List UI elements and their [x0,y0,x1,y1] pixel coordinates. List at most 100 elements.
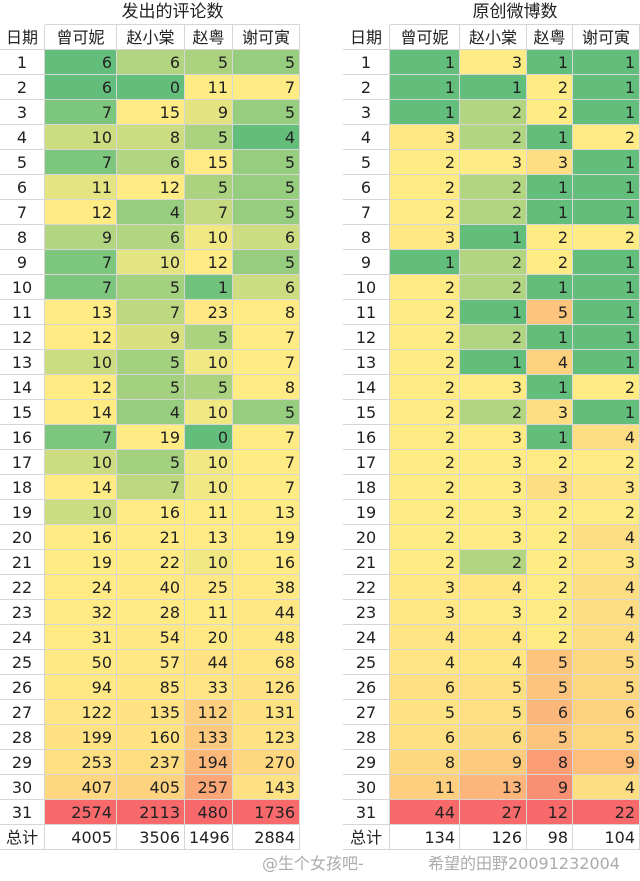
heat-cell: 131 [233,700,300,725]
date-cell: 21 [0,550,45,575]
heat-cell: 2 [527,450,573,475]
date-cell: 28 [0,725,45,750]
date-cell: 6 [0,175,45,200]
heat-cell: 3 [527,475,573,500]
heat-cell: 0 [185,425,233,450]
date-cell: 3 [0,100,45,125]
heat-cell: 5 [117,350,185,375]
heat-cell: 9 [185,100,233,125]
heat-cell: 257 [185,775,233,800]
heat-cell: 25 [185,575,233,600]
heat-cell: 3 [573,475,640,500]
heat-cell: 33 [185,675,233,700]
heat-cell: 11 [185,75,233,100]
heat-cell: 2 [527,500,573,525]
heat-cell: 22 [117,550,185,575]
heat-cell: 6 [233,275,300,300]
heat-cell: 16 [45,525,117,550]
heat-cell: 44 [233,600,300,625]
date-cell: 31 [0,800,45,825]
heat-cell: 14 [45,475,117,500]
heat-cell: 14 [45,400,117,425]
date-cell: 10 [343,275,390,300]
heat-cell: 2 [460,100,527,125]
column-header: 曾可妮 [45,25,117,50]
heat-cell: 4 [573,625,640,650]
heat-cell: 2 [460,550,527,575]
date-cell: 18 [0,475,45,500]
heat-cell: 8 [233,375,300,400]
heat-cell: 44 [390,800,460,825]
heat-cell: 4 [233,125,300,150]
date-cell: 5 [343,150,390,175]
date-cell: 5 [0,150,45,175]
heat-cell: 19 [117,425,185,450]
heat-cell: 7 [45,250,117,275]
heat-cell: 16 [233,550,300,575]
heat-cell: 10 [185,450,233,475]
heat-cell: 12 [45,200,117,225]
heat-cell: 2 [390,475,460,500]
heat-cell: 1 [527,125,573,150]
date-cell: 11 [0,300,45,325]
heat-cell: 5 [233,400,300,425]
heat-cell: 1 [390,50,460,75]
heat-cell: 2 [390,500,460,525]
heat-cell: 8 [117,125,185,150]
heat-cell: 5 [117,375,185,400]
heat-cell: 10 [185,475,233,500]
heat-cell: 9 [527,775,573,800]
heat-cell: 3 [390,125,460,150]
heat-cell: 3 [527,400,573,425]
heat-cell: 57 [117,650,185,675]
heat-cell: 5 [573,725,640,750]
heat-cell: 5 [573,675,640,700]
heat-cell: 480 [185,800,233,825]
heat-cell: 1 [573,400,640,425]
heat-cell: 8 [527,750,573,775]
heat-cell: 4 [460,575,527,600]
heat-cell: 4 [573,600,640,625]
date-cell: 11 [343,300,390,325]
heat-cell: 2 [573,500,640,525]
heat-cell: 2 [527,250,573,275]
heat-cell: 12 [185,250,233,275]
date-cell: 23 [0,600,45,625]
total-cell: 4005 [45,825,117,850]
date-cell: 18 [343,475,390,500]
heat-cell: 5 [117,275,185,300]
heat-cell: 4 [573,525,640,550]
date-cell: 8 [343,225,390,250]
column-header: 赵粤 [527,25,573,50]
heat-cell: 7 [45,275,117,300]
date-cell: 31 [343,800,390,825]
heat-cell: 5 [233,175,300,200]
heat-cell: 2 [390,200,460,225]
heat-cell: 85 [117,675,185,700]
date-cell: 20 [343,525,390,550]
heat-cell: 10 [185,550,233,575]
column-header: 日期 [0,25,45,50]
heat-cell: 3 [460,150,527,175]
heat-cell: 2 [460,125,527,150]
heat-cell: 3 [527,150,573,175]
date-cell: 13 [0,350,45,375]
date-cell: 4 [343,125,390,150]
heat-cell: 9 [45,225,117,250]
heat-cell: 6 [390,725,460,750]
heat-cell: 1 [390,75,460,100]
date-cell: 26 [343,675,390,700]
heat-cell: 112 [185,700,233,725]
heat-cell: 5 [233,200,300,225]
date-cell: 13 [343,350,390,375]
heat-cell: 10 [45,350,117,375]
heat-cell: 2 [390,325,460,350]
heat-cell: 1 [527,275,573,300]
heat-cell: 20 [185,625,233,650]
heat-cell: 2 [527,525,573,550]
heat-cell: 12 [45,375,117,400]
heat-cell: 10 [45,125,117,150]
heat-cell: 6 [390,675,460,700]
heat-cell: 5 [527,725,573,750]
heat-cell: 7 [233,450,300,475]
